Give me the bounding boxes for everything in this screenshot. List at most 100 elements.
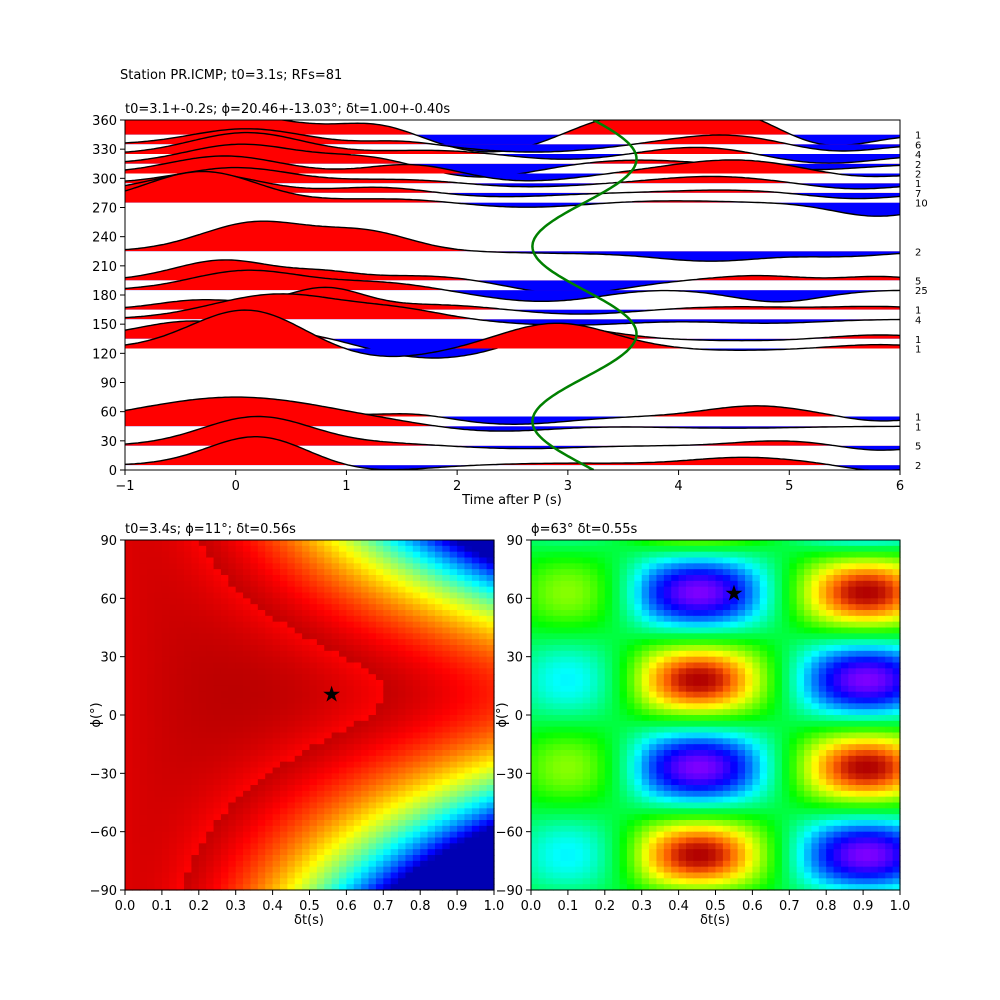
heatmap-cell <box>582 680 591 687</box>
heatmap-cell <box>700 551 709 559</box>
heatmap-cell <box>346 715 355 722</box>
heatmap-cell <box>191 738 200 745</box>
heatmap-cell <box>685 744 694 751</box>
heatmap-cell <box>147 656 156 664</box>
heatmap-cell <box>671 633 680 640</box>
heatmap-cell <box>398 592 407 599</box>
heatmap-cell <box>368 825 377 833</box>
heatmap-cell <box>612 545 621 553</box>
heatmap-cell <box>324 855 333 862</box>
heatmap-cell <box>279 779 288 786</box>
heatmap-cell <box>678 767 687 774</box>
heatmap-cell <box>287 750 296 757</box>
heatmap-cell <box>250 540 259 547</box>
heatmap-cell <box>708 755 717 763</box>
heatmap-cell <box>634 779 643 786</box>
heatmap-cell <box>649 703 658 710</box>
heatmap-cell <box>693 545 702 553</box>
heatmap-cell <box>708 744 717 751</box>
heatmap-cell <box>531 615 539 623</box>
heatmap-cell <box>730 802 739 809</box>
heatmap-cell <box>560 627 569 634</box>
heatmap-cell <box>184 837 193 844</box>
heatmap-cell <box>324 615 333 623</box>
heatmap-cell <box>316 709 325 716</box>
heatmap-cell <box>272 755 281 763</box>
heatmap-cell <box>250 575 259 582</box>
heatmap-cell <box>361 831 370 839</box>
heatmap-cell <box>287 639 296 646</box>
heatmap-cell <box>538 586 547 594</box>
heatmap-cell <box>132 598 141 605</box>
heatmap-cell <box>685 715 694 722</box>
heatmap-cell <box>479 750 488 757</box>
heatmap-cell <box>641 814 650 821</box>
heatmap-cell <box>316 779 325 786</box>
heatmap-cell <box>671 773 680 780</box>
heatmap-cell <box>169 744 178 751</box>
heatmap-cell <box>722 855 731 862</box>
heatmap-cell <box>685 866 694 874</box>
heatmap-cell <box>316 580 325 588</box>
heatmap-cell <box>553 884 562 891</box>
heatmap-cell <box>294 831 303 839</box>
heatmap-cell <box>722 604 731 611</box>
heatmap-cell <box>412 715 421 722</box>
heatmap-cell <box>545 744 554 751</box>
rf-trace-positive-fill <box>125 270 447 291</box>
heatmap-cell <box>634 586 643 594</box>
heatmap-cell <box>442 680 451 687</box>
heatmap-cell <box>457 709 466 716</box>
heatmap-cell <box>228 860 237 868</box>
heatmap-cell <box>198 551 207 559</box>
heatmap-cell <box>287 615 296 623</box>
heatmap-cell <box>545 843 554 850</box>
heatmap-cell <box>745 598 753 605</box>
heatmap-cell <box>641 545 650 553</box>
heatmap-cell <box>553 627 562 634</box>
heatmap-cell <box>161 604 170 611</box>
heatmap-cell <box>309 540 318 547</box>
heatmap-cell <box>250 849 259 856</box>
heatmap-cell <box>663 860 672 868</box>
rf-panel-title: t0=3.1+-0.2s; ϕ=20.46+-13.03°; δt=1.00+-… <box>125 102 450 117</box>
heatmap-cell <box>132 761 141 769</box>
heatmap-cell <box>715 656 724 664</box>
heatmap-cell <box>671 545 680 553</box>
heatmap-cell <box>656 814 665 821</box>
heatmap-cell <box>169 633 178 640</box>
heatmap-cell <box>272 767 281 774</box>
heatmap-cell <box>169 726 178 734</box>
heatmap-cell <box>412 540 421 547</box>
heatmap-cell <box>420 627 429 634</box>
heatmap-cell <box>553 837 562 844</box>
heatmap-cell <box>279 767 288 774</box>
rf-y-tick-label: 0 <box>109 464 117 479</box>
heatmap-cell <box>567 831 576 839</box>
heatmap-cell <box>708 831 717 839</box>
heatmap-cell <box>316 598 325 605</box>
heatmap-cell <box>464 551 473 559</box>
heatmap-cell <box>449 878 458 885</box>
heatmap-cell <box>715 668 724 675</box>
heatmap-cell <box>279 884 288 891</box>
heatmap-cell <box>693 551 702 559</box>
heatmap-cell <box>213 662 222 669</box>
heatmap-cell <box>685 802 694 809</box>
heatmap-cell <box>486 633 495 640</box>
heatmap-cell <box>228 732 237 739</box>
heatmap-cell <box>206 866 215 874</box>
heatmap-cell <box>206 884 215 891</box>
heatmap-cell <box>700 866 709 874</box>
heatmap-cell <box>161 802 170 809</box>
heatmap-cell <box>272 639 281 646</box>
heatmap-cell <box>398 820 407 827</box>
heatmap-cell <box>745 615 753 623</box>
heatmap-cell <box>243 540 252 547</box>
heatmap-cell <box>641 569 650 576</box>
heatmap-cell <box>324 656 333 664</box>
heatmap-cell <box>383 615 392 623</box>
heatmap-cell <box>368 773 377 780</box>
heatmap-cell <box>708 598 717 605</box>
heatmap-cell <box>339 785 347 792</box>
